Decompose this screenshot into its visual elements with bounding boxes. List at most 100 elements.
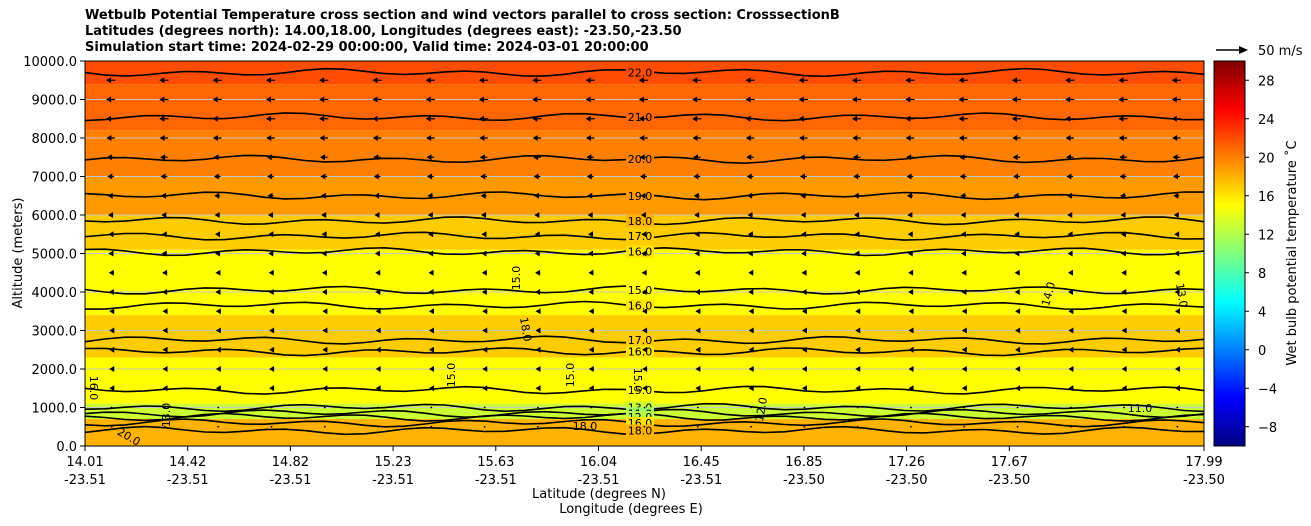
wind-vector-head xyxy=(694,212,700,218)
wind-vector-15-14 xyxy=(855,366,861,372)
wind-vector-8-7 xyxy=(481,231,487,238)
wind-vector-head xyxy=(535,366,541,372)
wind-vector-3-10 xyxy=(639,135,648,141)
wind-vector-10-16 xyxy=(961,269,967,276)
wind-vector-16-2 xyxy=(215,385,221,392)
wind-vector-head xyxy=(214,192,220,199)
wind-vector-15-20 xyxy=(1174,366,1180,372)
wind-vector-4-10 xyxy=(639,154,648,161)
wind-vector-1-12 xyxy=(745,96,755,103)
wind-vector-head xyxy=(908,366,914,372)
wind-vector-10-4 xyxy=(321,269,327,276)
wind-vector-0-5 xyxy=(372,77,382,84)
wind-vector-1-15 xyxy=(905,96,915,103)
wind-vector-14-16 xyxy=(961,346,967,353)
wind-vector-9-19 xyxy=(1120,250,1126,257)
wind-vector-16-16 xyxy=(961,385,967,392)
wind-vector-head xyxy=(109,327,115,334)
wind-vector-head xyxy=(908,385,914,392)
wind-vector-head xyxy=(1065,135,1071,141)
wind-vector-head xyxy=(1118,77,1124,84)
x-tick-label-lon-2: -23.51 xyxy=(269,473,311,488)
wind-vector-head xyxy=(1174,269,1180,276)
wind-vector-6-0 xyxy=(107,192,114,199)
wind-vector-9-14 xyxy=(854,250,860,257)
contour-label-bg-5 xyxy=(626,230,654,243)
wind-vector-head xyxy=(162,308,168,315)
wind-vector-17-17 xyxy=(1016,406,1019,409)
wind-vector-17-3 xyxy=(270,406,273,409)
wind-vector-9-12 xyxy=(747,250,753,257)
wind-vector-head xyxy=(212,115,218,122)
wind-vector-head xyxy=(1065,154,1071,161)
wind-vector-head xyxy=(425,96,431,103)
wind-vector-14-5 xyxy=(375,346,381,353)
wind-vector-head xyxy=(692,154,698,161)
wind-vector-head xyxy=(907,250,913,257)
wind-vector-11-20 xyxy=(1174,289,1180,295)
wind-vector-7-3 xyxy=(267,212,274,218)
x-axis-label-lat: Latitude (degrees N) xyxy=(532,487,666,502)
wind-vector-head xyxy=(159,77,165,84)
wind-vector-11-15 xyxy=(908,289,914,295)
wind-vector-head xyxy=(641,250,647,257)
wind-vector-15-11 xyxy=(695,366,701,372)
wind-vector-3-6 xyxy=(426,135,435,141)
wind-vector-head xyxy=(215,385,221,392)
contour-inline-label-6: 15.0 xyxy=(631,368,644,393)
colorbar-tick-label-6: 16 xyxy=(1258,190,1275,205)
wind-vector-17-12 xyxy=(750,406,752,409)
wind-vector-head xyxy=(159,96,165,103)
colorbar-tick-label-5: 12 xyxy=(1258,228,1275,243)
wind-vector-14-9 xyxy=(588,346,594,353)
wind-vector-3-0 xyxy=(106,135,115,141)
wind-vector-head xyxy=(801,327,807,334)
wind-vector-head xyxy=(106,135,112,141)
wind-vector-14-6 xyxy=(428,346,434,353)
wind-vector-head xyxy=(213,135,219,141)
wind-vector-12-2 xyxy=(215,308,221,315)
wind-vector-5-11 xyxy=(693,173,701,180)
wind-vector-18-5 xyxy=(377,425,379,428)
contour-inline-label-11: 12.0 xyxy=(753,396,770,422)
wind-vector-8-13 xyxy=(801,231,807,238)
wind-vector-head xyxy=(1120,192,1126,199)
wind-vector-18-1 xyxy=(164,425,166,428)
wind-vector-10-13 xyxy=(801,269,807,276)
wind-vector-head xyxy=(426,154,432,161)
wind-vector-9-13 xyxy=(801,250,807,257)
wind-vector-3-2 xyxy=(213,135,222,141)
wind-vector-6-18 xyxy=(1066,192,1073,199)
wind-vector-head xyxy=(799,135,805,141)
wind-vector-head xyxy=(108,269,114,276)
wind-vector-12-17 xyxy=(1015,308,1021,315)
wind-vector-head xyxy=(1068,366,1074,372)
wind-vector-6-13 xyxy=(800,192,807,199)
x-tick-label-lon-1: -23.51 xyxy=(167,473,209,488)
wind-vector-0-10 xyxy=(638,77,649,84)
wind-vector-head xyxy=(640,173,646,180)
wind-vector-10-7 xyxy=(481,269,487,276)
wind-vector-14-20 xyxy=(1174,346,1180,353)
wind-vector-0-3 xyxy=(265,77,276,84)
wind-vector-head xyxy=(585,77,591,84)
wind-vector-head xyxy=(269,385,275,392)
wind-vector-18-19 xyxy=(1123,425,1125,428)
wind-vector-11-2 xyxy=(215,289,221,295)
wind-vector-14-12 xyxy=(748,346,754,353)
wind-vector-head xyxy=(1121,346,1127,353)
wind-vector-12-3 xyxy=(269,308,275,315)
wind-vector-head xyxy=(161,231,167,238)
wind-vector-head xyxy=(853,173,859,180)
wind-vector-14-13 xyxy=(801,346,807,353)
x-tick-label-lat-0: 14.01 xyxy=(66,455,103,470)
wind-vector-head xyxy=(961,289,967,295)
wind-vector-head xyxy=(162,346,168,353)
wind-vector-head xyxy=(908,269,914,276)
wind-vector-head xyxy=(1014,269,1020,276)
wind-vector-17-13 xyxy=(803,406,806,409)
wind-vector-head xyxy=(159,135,165,141)
wind-vector-head xyxy=(854,212,860,218)
wind-vector-6-19 xyxy=(1120,192,1127,199)
wind-vector-15-9 xyxy=(588,366,594,372)
